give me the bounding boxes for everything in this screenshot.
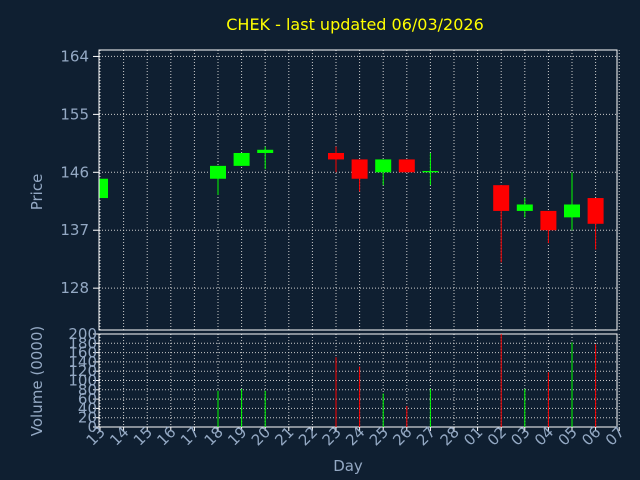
volume-tick-label: 100 — [68, 372, 97, 390]
volume-axis-label: Volume (0000) — [28, 326, 46, 436]
price-panel: 128 137 146 155 164 — [60, 47, 620, 331]
candle-body — [257, 149, 274, 153]
volume-tick-label: 0 — [87, 418, 97, 436]
candle-body — [351, 159, 368, 179]
price-axis-label: Price — [28, 174, 46, 211]
x-axis-label: Day — [333, 457, 363, 475]
price-frame — [98, 49, 618, 331]
price-tick-label: 128 — [60, 279, 89, 297]
candle-body — [540, 210, 557, 231]
volume-tick-label: 200 — [68, 325, 97, 343]
price-tick-label: 155 — [60, 105, 89, 123]
volume-tick-label: 120 — [68, 362, 97, 380]
candle-body — [422, 171, 439, 173]
candle-body — [233, 152, 250, 166]
volume-tick-label: 80 — [78, 381, 97, 399]
volume-tick-label: 160 — [68, 344, 97, 362]
candle-body — [516, 204, 533, 211]
candle-body — [100, 178, 108, 199]
volume-tick-label: 40 — [78, 399, 97, 417]
volume-tick-label: 140 — [68, 353, 97, 371]
candle-body — [210, 165, 226, 179]
chart-title: CHEK - last updated 06/03/2026 — [226, 15, 484, 34]
candle-body — [328, 152, 344, 160]
volume-tick-label: 20 — [78, 409, 97, 427]
candle-body — [587, 198, 604, 224]
candle-body — [398, 159, 415, 173]
price-tick-label: 146 — [60, 163, 89, 181]
volume-tick-label: 180 — [68, 334, 97, 352]
x-axis: 1314151617181920212223242526272801020304… — [83, 423, 628, 449]
price-tick-label: 164 — [60, 47, 89, 65]
volume-frame — [98, 333, 618, 428]
price-tick-label: 137 — [60, 221, 89, 239]
volume-tick-label: 60 — [78, 390, 97, 408]
candle-body — [493, 185, 510, 211]
candle-body — [564, 204, 580, 218]
candle-body — [375, 159, 392, 173]
